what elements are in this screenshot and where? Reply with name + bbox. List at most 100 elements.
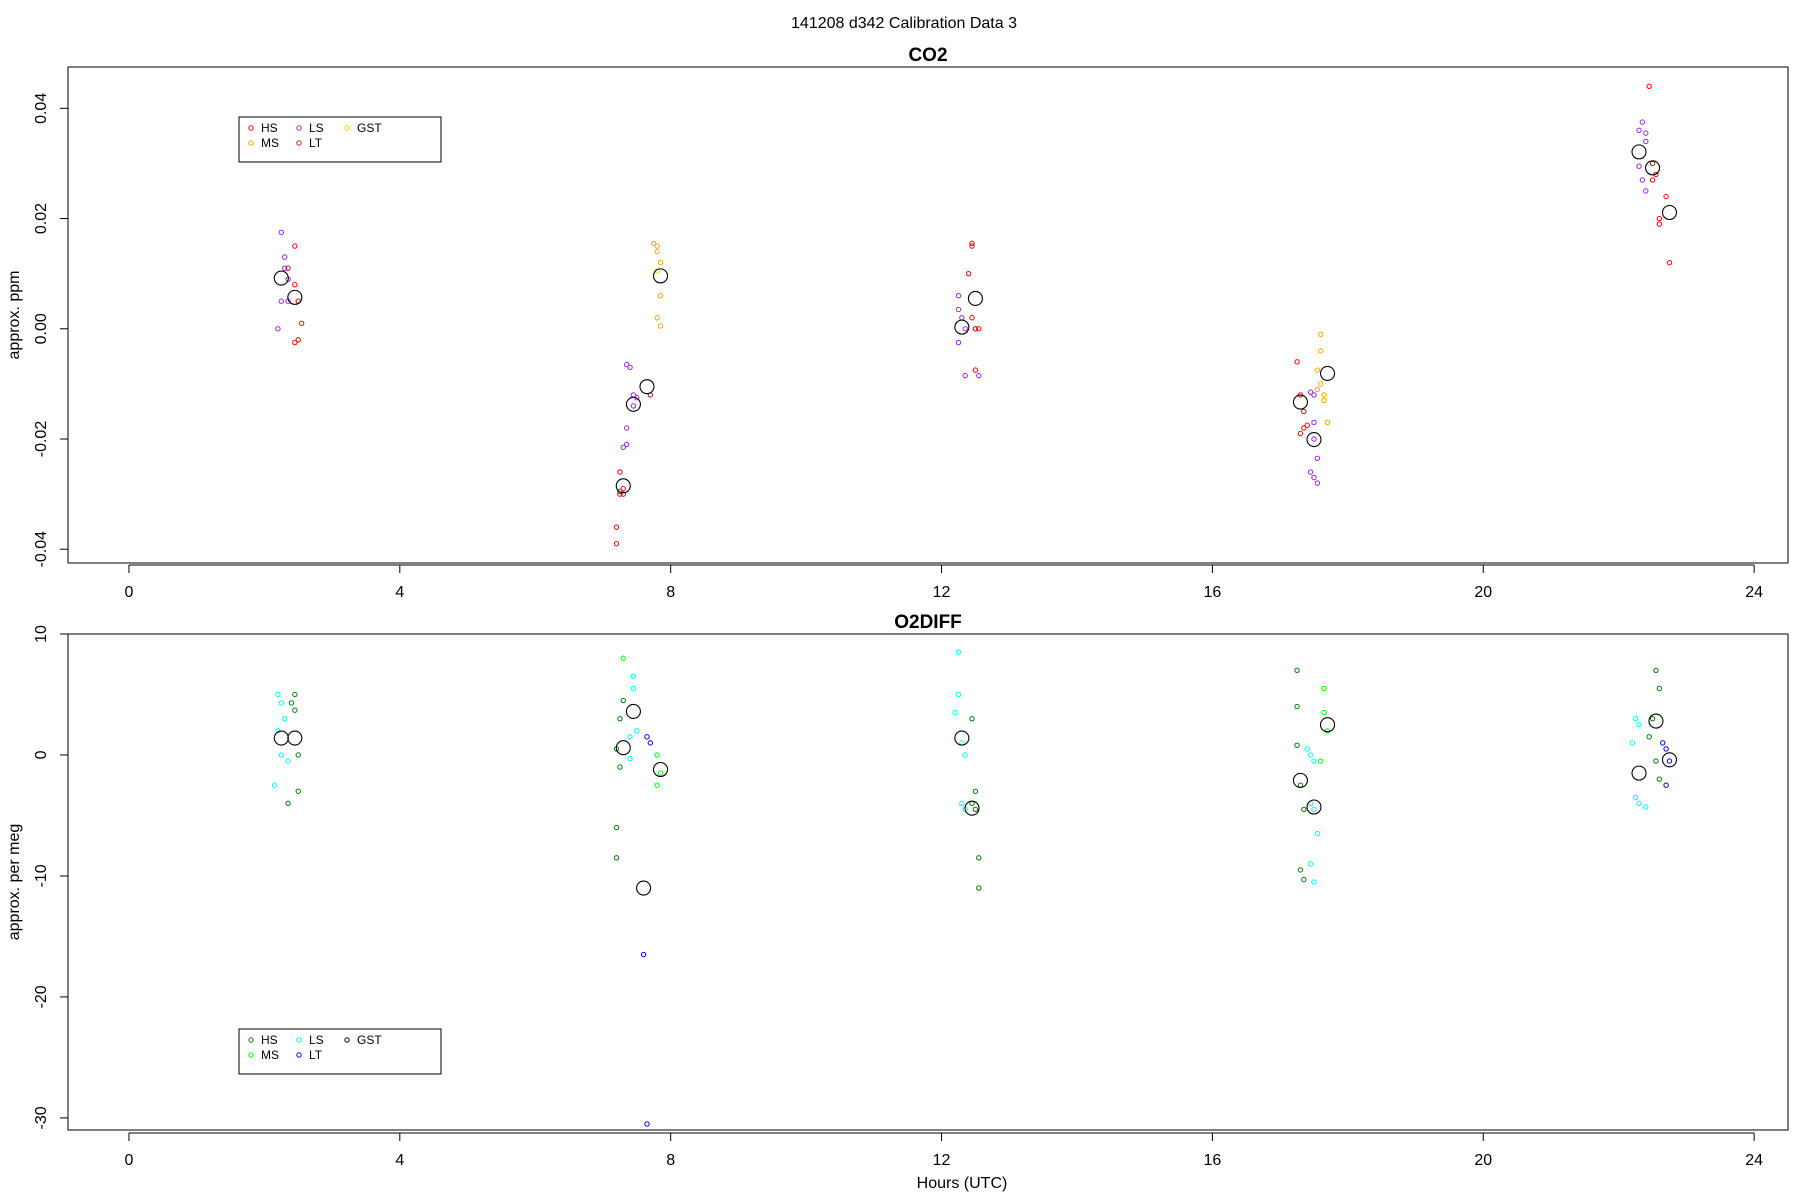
y-tick-label: -0.04 (33, 531, 50, 568)
figure-title: 141208 d342 Calibration Data 3 (791, 15, 1017, 32)
data-point (976, 885, 982, 891)
data-point (654, 315, 660, 321)
data-point (634, 728, 640, 734)
data-point (1314, 386, 1321, 393)
data-point (1636, 722, 1642, 728)
data-point (1318, 348, 1324, 354)
data-point (295, 752, 301, 758)
data-point (976, 855, 982, 861)
y-tick-label: 0 (33, 750, 50, 759)
data-point (1643, 188, 1649, 194)
data-point (955, 306, 962, 313)
mean-point (1631, 765, 1647, 781)
data-point (1643, 804, 1649, 810)
data-point (1314, 830, 1321, 837)
legend-label: MS (261, 1048, 279, 1062)
mean-point (636, 880, 652, 896)
plot-box (67, 633, 1789, 1131)
data-point (969, 315, 975, 321)
legend-marker (248, 125, 254, 131)
mean-point (1631, 144, 1647, 160)
data-point (1297, 867, 1304, 873)
data-point (1301, 876, 1307, 883)
data-point (952, 709, 958, 716)
data-point (1304, 422, 1310, 428)
x-tick-label: 16 (1204, 1152, 1222, 1169)
x-tick-label: 0 (124, 584, 133, 601)
data-point (1294, 359, 1300, 365)
series-hs (292, 83, 1673, 547)
x-tick-label: 24 (1745, 1152, 1763, 1169)
legend-marker (296, 140, 302, 146)
data-point (1656, 221, 1663, 227)
data-point (281, 715, 288, 722)
legend-marker (344, 1037, 350, 1043)
data-point (1656, 776, 1663, 782)
data-point (1643, 130, 1649, 136)
mean-point (1292, 772, 1308, 788)
series-lt (640, 734, 1673, 1127)
series-ms (651, 240, 1331, 426)
legend-label: MS (261, 136, 279, 150)
y-tick-label: 0.02 (33, 203, 50, 234)
y-axis-label: approx. per meg (6, 824, 23, 941)
mean-point (954, 319, 970, 335)
x-tick-label: 20 (1474, 584, 1492, 601)
data-point (1311, 474, 1317, 481)
data-point (1304, 746, 1310, 752)
data-point (613, 855, 620, 861)
data-point (285, 265, 291, 271)
legend-marker (248, 140, 254, 146)
data-point (275, 326, 281, 332)
mean-point (954, 730, 970, 746)
data-point (1663, 193, 1669, 200)
data-point (1649, 715, 1656, 722)
data-point (275, 691, 281, 698)
data-point (617, 488, 623, 495)
series-ls (271, 649, 1649, 885)
data-point (651, 240, 657, 247)
legend-marker (344, 125, 350, 131)
data-point (620, 491, 626, 497)
x-tick-label: 4 (395, 584, 404, 601)
data-point (1643, 138, 1649, 145)
data-point (1311, 806, 1317, 813)
data-point (1321, 685, 1327, 692)
data-point (654, 243, 660, 249)
data-point (1653, 667, 1659, 673)
data-point (278, 298, 285, 304)
data-point (1663, 746, 1669, 752)
legend-label: LS (309, 121, 324, 135)
data-point (962, 752, 968, 758)
data-point (1636, 127, 1642, 134)
data-point (613, 541, 620, 547)
data-point (1318, 758, 1324, 764)
data-point (1314, 367, 1321, 373)
panel-title: O2DIFF (894, 612, 962, 633)
y-tick-label: -0.02 (33, 421, 50, 458)
mean-point (1661, 752, 1678, 768)
series-ms (620, 655, 1331, 788)
data-point (278, 229, 285, 236)
x-tick-label: 12 (933, 1152, 951, 1169)
mean-point (964, 800, 980, 816)
mean-point (1306, 432, 1322, 448)
data-point (1301, 408, 1307, 415)
data-point (617, 764, 623, 770)
data-point (962, 326, 968, 332)
data-point (959, 315, 965, 321)
data-point (657, 323, 664, 329)
data-point (955, 339, 962, 346)
data-point (1307, 469, 1314, 475)
data-point (640, 951, 647, 958)
data-point (627, 364, 633, 371)
data-point (657, 259, 664, 266)
data-point (288, 700, 295, 706)
y-tick-label: 0.00 (33, 313, 50, 344)
data-point (620, 655, 626, 661)
data-point (969, 240, 975, 247)
mean-point (615, 478, 631, 494)
data-point (292, 691, 298, 698)
data-point (1663, 782, 1669, 788)
y-axis-label: approx. ppm (6, 271, 23, 360)
